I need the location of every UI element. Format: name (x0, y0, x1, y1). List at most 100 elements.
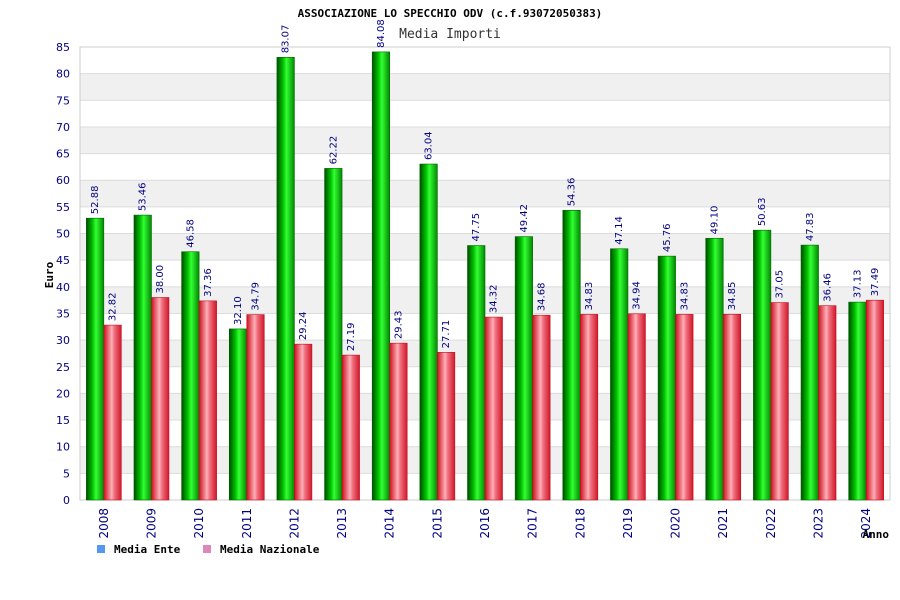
bar-media-nazionale-2022 (770, 302, 789, 501)
y-tick-label: 15 (56, 414, 70, 427)
data-label: 34.94 (632, 281, 643, 310)
bar-media-ente-2018 (562, 209, 581, 501)
bar-media-nazionale-2010 (198, 300, 217, 501)
x-tick-label: 2014 (383, 508, 397, 539)
bars (86, 51, 884, 501)
x-tick-label: 2011 (240, 508, 254, 539)
data-label: 38.00 (155, 265, 166, 294)
bar-media-nazionale-2009 (151, 297, 170, 501)
bar-media-nazionale-2013 (341, 354, 360, 501)
bar-media-nazionale-2016 (484, 316, 503, 501)
x-tick-label: 2023 (812, 508, 826, 539)
data-label: 37.05 (775, 270, 786, 299)
x-tick-label: 2022 (764, 508, 778, 539)
bar-media-nazionale-2019 (627, 313, 646, 501)
bar-media-nazionale-2023 (818, 305, 837, 501)
data-label: 34.68 (536, 283, 547, 312)
bar-media-ente-2013 (324, 168, 343, 501)
data-label: 34.79 (251, 282, 262, 311)
x-tick-label: 2015 (430, 508, 444, 539)
data-label: 49.42 (519, 204, 530, 233)
x-tick-label: 2021 (716, 508, 730, 539)
bar-media-nazionale-2012 (294, 343, 313, 501)
bar-media-nazionale-2021 (722, 313, 742, 501)
y-tick-label: 20 (56, 387, 70, 400)
grid-band (80, 73, 890, 101)
y-tick-label: 25 (56, 361, 70, 374)
y-axis-label: Euro (43, 261, 56, 288)
y-tick-label: 75 (56, 94, 70, 107)
x-tick-label: 2016 (478, 508, 492, 539)
bar-media-ente-2020 (657, 255, 676, 501)
y-tick-label: 40 (56, 281, 70, 294)
bar-media-ente-2021 (705, 238, 724, 501)
x-tick-label: 2020 (669, 508, 683, 539)
data-label: 47.83 (805, 212, 816, 241)
x-tick-label: 2012 (287, 508, 301, 539)
data-label: 27.19 (346, 322, 357, 351)
bar-media-nazionale-2014 (389, 342, 408, 501)
data-label: 50.63 (757, 198, 768, 227)
data-label: 37.13 (852, 269, 863, 298)
y-tick-label: 5 (63, 467, 70, 480)
data-label: 29.24 (298, 312, 309, 341)
x-tick-label: 2024 (859, 508, 873, 539)
data-label: 34.85 (727, 282, 738, 311)
data-label: 62.22 (328, 136, 339, 165)
bar-media-ente-2014 (371, 51, 391, 501)
data-label: 32.82 (108, 292, 119, 321)
bar-media-nazionale-2020 (675, 314, 694, 501)
x-axis-label: Anno (863, 528, 890, 541)
bar-media-ente-2015 (419, 163, 438, 501)
bar-media-ente-2011 (228, 328, 248, 501)
data-label: 36.46 (822, 273, 833, 302)
bar-media-nazionale-2024 (865, 299, 884, 501)
x-tick-label: 2009 (144, 508, 158, 539)
y-tick-label: 10 (56, 441, 70, 454)
y-tick-label: 55 (56, 201, 70, 214)
legend-label-media-ente: Media Ente (114, 543, 181, 556)
x-tick-label: 2017 (526, 508, 540, 539)
bar-media-nazionale-2018 (579, 314, 599, 501)
bar-media-nazionale-2011 (246, 314, 265, 501)
data-label: 84.08 (376, 19, 387, 48)
x-tick-label: 2008 (97, 508, 111, 539)
y-tick-label: 45 (56, 254, 70, 267)
y-tick-label: 50 (56, 228, 70, 241)
data-label: 46.58 (185, 219, 196, 248)
data-label: 47.14 (614, 216, 625, 245)
x-tick-label: 2018 (573, 508, 587, 539)
x-tick-label: 2013 (335, 508, 349, 539)
y-tick-label: 80 (56, 68, 70, 81)
bar-media-ente-2012 (276, 56, 295, 501)
y-tick-label: 85 (56, 41, 70, 54)
data-label: 45.76 (662, 223, 673, 252)
data-label: 37.36 (203, 268, 214, 297)
legend-swatch-media-nazionale (203, 545, 211, 553)
bar-media-ente-2017 (514, 236, 533, 501)
bar-media-ente-2023 (800, 244, 819, 501)
bar-media-ente-2022 (753, 229, 772, 501)
data-label: 54.36 (567, 178, 578, 207)
y-tick-label: 60 (56, 174, 70, 187)
bar-media-ente-2010 (181, 251, 200, 501)
data-label: 47.75 (471, 213, 482, 242)
bar-media-ente-2008 (86, 217, 105, 501)
data-label: 52.88 (90, 186, 101, 215)
y-tick-label: 35 (56, 307, 70, 320)
bar-media-ente-2024 (848, 301, 867, 501)
y-tick-label: 70 (56, 121, 70, 134)
data-label: 34.83 (584, 282, 595, 311)
chart-subtitle: Media Importi (399, 27, 501, 42)
legend: Media Ente Media Nazionale (97, 543, 320, 556)
data-label: 37.49 (870, 268, 881, 297)
y-tick-label: 0 (63, 494, 70, 507)
bar-media-ente-2016 (467, 245, 486, 501)
data-label: 63.04 (424, 131, 435, 160)
data-label: 27.71 (441, 320, 452, 349)
data-label: 49.10 (709, 206, 720, 235)
x-tick-label: 2019 (621, 508, 635, 539)
legend-swatch-media-ente (97, 545, 105, 553)
x-axis-ticks: 2008 2009 2010 2011 2012 2013 2014 2015 2016 2017… (97, 508, 873, 539)
